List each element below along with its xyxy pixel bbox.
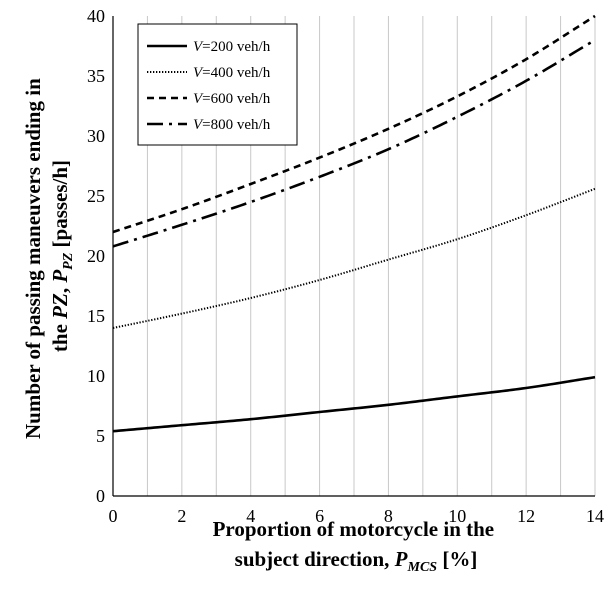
y-tick-label: 40 xyxy=(87,6,105,26)
series-lines xyxy=(112,14,596,433)
legend-label-var: V xyxy=(193,65,204,81)
x-tick-label: 10 xyxy=(448,506,466,526)
series-line xyxy=(112,375,596,433)
x-tick-label: 4 xyxy=(246,506,255,526)
series-line xyxy=(112,38,596,248)
legend-label: V=600 veh/h xyxy=(193,91,271,107)
y-axis-title-var: P xyxy=(48,270,72,284)
legend-label: V=200 veh/h xyxy=(193,39,271,55)
y-tick-label: 30 xyxy=(87,126,105,146)
axes xyxy=(112,16,595,497)
x-tick-label: 2 xyxy=(177,506,186,526)
x-tick-label: 8 xyxy=(384,506,393,526)
y-tick-label: 5 xyxy=(96,426,105,446)
y-axis-title: Number of passing maneuvers ending in th… xyxy=(21,73,76,439)
y-tick-label: 35 xyxy=(87,66,105,86)
y-axis-title-suffix: [passes/h] xyxy=(48,160,72,253)
x-tick-label: 6 xyxy=(315,506,324,526)
legend-label-var: V xyxy=(193,39,204,55)
x-tick-labels: 0 2 4 6 8 10 12 14 xyxy=(109,506,605,526)
y-axis-title-line2: the xyxy=(48,319,72,352)
y-tick-label: 0 xyxy=(96,486,105,506)
legend-box xyxy=(137,23,298,146)
legend-label-rest: =400 veh/h xyxy=(202,65,271,81)
series-line xyxy=(112,187,596,329)
y-tick-labels: 0 5 10 15 20 25 30 35 40 xyxy=(87,6,105,506)
x-axis-title-var: P xyxy=(394,547,408,571)
y-tick-label: 25 xyxy=(87,186,105,206)
legend-label-var: V xyxy=(193,117,204,133)
legend: V=200 veh/hV=400 veh/hV=600 veh/hV=800 v… xyxy=(137,23,298,146)
series-line xyxy=(112,14,596,234)
y-axis-title-sub: PZ xyxy=(61,252,76,270)
legend-label-rest: =200 veh/h xyxy=(202,39,271,55)
grid-lines xyxy=(146,16,596,496)
x-tick-label: 12 xyxy=(517,506,535,526)
x-axis-title-line1: Proportion of motorcycle in the xyxy=(213,517,495,541)
legend-label-var: V xyxy=(193,91,204,107)
x-tick-label: 14 xyxy=(586,506,604,526)
x-axis-title: Proportion of motorcycle in the subject … xyxy=(213,517,500,575)
x-axis-title-suffix: [%] xyxy=(437,547,477,571)
x-tick-label: 0 xyxy=(109,506,118,526)
y-axis-title-comma: , xyxy=(48,283,72,294)
y-axis-title-pz: PZ xyxy=(48,293,72,320)
y-tick-label: 10 xyxy=(87,366,105,386)
x-axis-title-sub: MCS xyxy=(407,560,438,575)
legend-label-rest: =600 veh/h xyxy=(202,91,271,107)
legend-label: V=800 veh/h xyxy=(193,117,271,133)
x-axis-title-line2: subject direction, xyxy=(235,547,395,571)
y-tick-label: 20 xyxy=(87,246,105,266)
legend-label: V=400 veh/h xyxy=(193,65,271,81)
y-axis-title-line1: Number of passing maneuvers ending in xyxy=(21,78,45,439)
y-tick-label: 15 xyxy=(87,306,105,326)
legend-label-rest: =800 veh/h xyxy=(202,117,271,133)
